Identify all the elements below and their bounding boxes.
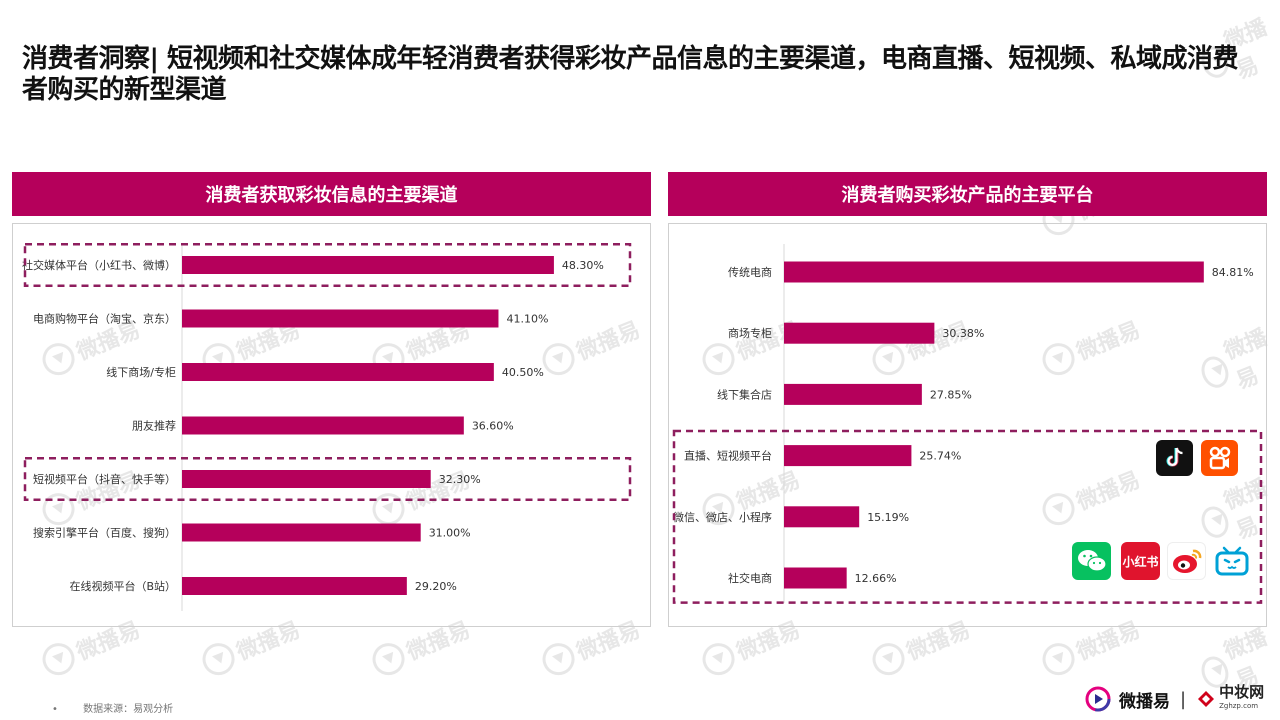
- weibo-glyph: [1172, 549, 1201, 573]
- highlight-box: [672, 429, 1263, 604]
- bar: [182, 577, 407, 595]
- watermark-icon: [867, 638, 910, 680]
- data-source: • 数据来源：易观分析: [52, 700, 173, 715]
- bar: [182, 416, 464, 435]
- data-label: 25.74%: [919, 450, 961, 463]
- data-label: 31.00%: [429, 527, 471, 540]
- data-label: 15.19%: [867, 511, 909, 524]
- right-chart-panel: 传统电商 84.81% 商场专柜 30.38% 线下集合店 27.85% 直播、短视频平台 2…: [668, 223, 1267, 627]
- bilibili-glyph: [1215, 546, 1248, 576]
- xiaohongshu-label: 小红书: [1122, 554, 1159, 569]
- data-label: 12.66%: [855, 572, 897, 585]
- category-label: 短视频平台（抖音、快手等）: [33, 472, 176, 486]
- right-chart-title: 消费者购买彩妆产品的主要平台: [841, 185, 1094, 206]
- bilibili-icon: [1212, 542, 1251, 580]
- tiktok-icon: [1156, 440, 1193, 476]
- category-label: 线下商场/专柜: [106, 365, 176, 379]
- category-label: 社交电商: [728, 571, 772, 585]
- watermark-icon: [537, 638, 580, 680]
- brand-footer: 微播易 | 中妆网 Zghzp.com: [1085, 684, 1275, 714]
- bar: [784, 445, 912, 467]
- bar: [182, 470, 431, 488]
- left-chart-header: 消费者获取彩妆信息的主要渠道: [12, 172, 651, 216]
- category-label: 在线视频平台（B站）: [69, 579, 176, 593]
- left-chart-panel: 社交媒体平台（小红书、微博） 48.30% 电商购物平台（淘宝、京东） 41.10% 线…: [12, 223, 651, 627]
- page-title: 消费者洞察| 短视频和社交媒体成年轻消费者获得彩妆产品信息的主要渠道，电商直播、…: [22, 44, 1239, 105]
- data-label: 84.81%: [1212, 266, 1254, 279]
- bar: [784, 383, 922, 405]
- data-label: 29.20%: [415, 580, 457, 593]
- category-label: 微信、微店、小程序: [673, 510, 772, 524]
- source-bullet: •: [52, 704, 58, 715]
- bar: [182, 309, 499, 328]
- watermark-icon: [1037, 638, 1080, 680]
- category-label: 传统电商: [728, 265, 772, 279]
- kuaishou-glyph: [1209, 446, 1230, 470]
- zhongzhuang-url: Zghzp.com: [1219, 702, 1259, 710]
- left-bar-chart: 社交媒体平台（小红书、微博） 48.30% 电商购物平台（淘宝、京东） 41.10% 线…: [22, 243, 632, 611]
- watermark-icon: [697, 638, 740, 680]
- zhongzhuang-name: 中妆网: [1219, 683, 1265, 701]
- weiboyi-logo-icon: [1085, 686, 1111, 712]
- bar: [784, 506, 860, 528]
- right-bar-chart: 传统电商 84.81% 商场专柜 30.38% 线下集合店 27.85% 直播、短视频平台 2…: [672, 244, 1263, 604]
- bar: [182, 256, 554, 274]
- category-label: 社交媒体平台（小红书、微博）: [22, 258, 176, 272]
- bar: [784, 322, 935, 344]
- bar: [182, 363, 494, 381]
- right-chart-header: 消费者购买彩妆产品的主要平台: [668, 172, 1267, 216]
- bar: [784, 567, 847, 589]
- source-text: 数据来源：易观分析: [83, 704, 174, 715]
- brand-separator: |: [1180, 688, 1187, 710]
- zhongzhuang-brand: 中妆网 Zghzp.com: [1219, 685, 1264, 713]
- category-label: 线下集合店: [717, 387, 772, 401]
- tiktok-glyph: [1166, 447, 1183, 467]
- weibo-icon: [1167, 542, 1206, 580]
- zhongzhuang-logo-icon: [1198, 691, 1215, 707]
- wechat-icon: [1072, 542, 1111, 580]
- watermark-icon: [37, 638, 80, 680]
- category-label: 搜索引擎平台（百度、搜狗）: [33, 526, 176, 540]
- data-label: 32.30%: [439, 473, 481, 486]
- data-label: 40.50%: [502, 366, 544, 379]
- watermark-icon: [197, 638, 240, 680]
- bar: [784, 261, 1204, 283]
- highlight-box: [23, 243, 632, 287]
- kuaishou-icon: [1201, 440, 1238, 476]
- data-label: 27.85%: [930, 388, 972, 401]
- wechat-glyph: [1077, 550, 1107, 572]
- left-chart-title: 消费者获取彩妆信息的主要渠道: [205, 185, 458, 206]
- data-label: 30.38%: [942, 327, 984, 340]
- highlight-box: [23, 457, 632, 501]
- category-label: 直播、短视频平台: [684, 449, 772, 463]
- watermark-icon: [367, 638, 410, 680]
- weiboyi-brand-name: 微播易: [1119, 691, 1170, 712]
- category-label: 电商购物平台（淘宝、京东）: [33, 312, 176, 326]
- bar: [182, 523, 421, 542]
- category-label: 朋友推荐: [132, 419, 176, 433]
- data-label: 41.10%: [506, 313, 548, 326]
- xiaohongshu-icon: 小红书: [1121, 542, 1160, 580]
- data-label: 48.30%: [562, 259, 604, 272]
- category-label: 商场专柜: [728, 326, 772, 340]
- data-label: 36.60%: [472, 420, 514, 433]
